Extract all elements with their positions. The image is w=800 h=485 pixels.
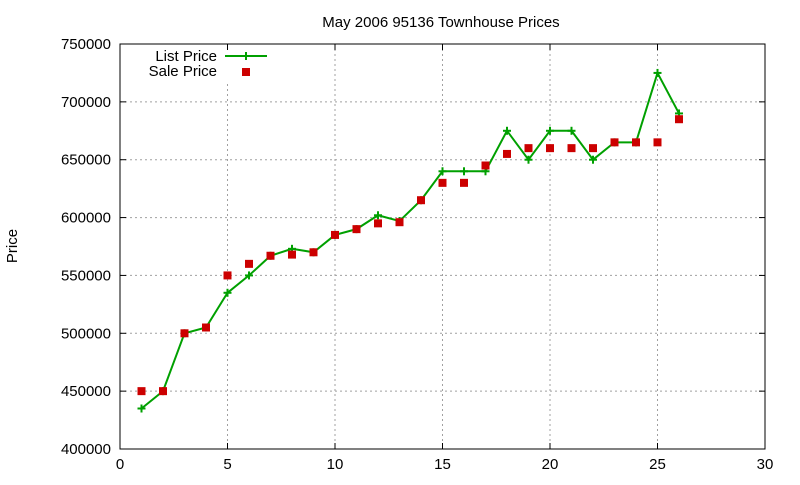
legend-label-sale-price: Sale Price bbox=[149, 63, 217, 80]
x-tick-label: 0 bbox=[116, 456, 124, 473]
sale-price-point bbox=[653, 138, 662, 147]
sale-price-point bbox=[610, 138, 619, 147]
sale-price-point bbox=[245, 259, 253, 268]
sale-price-point bbox=[675, 115, 683, 124]
sale-price-point bbox=[159, 387, 167, 396]
list-price-point bbox=[245, 271, 253, 280]
sale-price-point bbox=[309, 248, 318, 257]
y-tick-label: 500000 bbox=[61, 325, 111, 342]
legend-swatch-sale-price bbox=[242, 68, 250, 76]
legend-swatches bbox=[225, 52, 267, 76]
list-price-point bbox=[503, 126, 511, 135]
series-line-list-price bbox=[140, 70, 680, 410]
sale-price-point bbox=[567, 144, 576, 153]
sale-price-point bbox=[288, 250, 296, 259]
list-price-point bbox=[242, 52, 250, 60]
sale-price-point bbox=[546, 144, 554, 153]
sale-price-point bbox=[589, 144, 597, 153]
legend: List Price Sale Price bbox=[149, 48, 267, 80]
chart-title: May 2006 95136 Townhouse Prices bbox=[322, 14, 559, 31]
sale-price-point bbox=[481, 161, 490, 170]
list-price-point bbox=[460, 167, 468, 176]
list-price-point bbox=[374, 211, 382, 220]
y-tick-label: 550000 bbox=[61, 267, 111, 284]
sale-price-point bbox=[524, 144, 533, 153]
list-price-point bbox=[137, 404, 146, 413]
y-axis-label: Price bbox=[4, 229, 21, 263]
y-tick-label: 600000 bbox=[61, 210, 111, 227]
sale-price-point bbox=[460, 178, 468, 187]
y-tick-label: 700000 bbox=[61, 94, 111, 111]
list-price-point bbox=[567, 126, 576, 135]
sale-price-point bbox=[180, 329, 189, 338]
list-price-point bbox=[653, 68, 662, 77]
x-tick-label: 30 bbox=[757, 456, 774, 473]
grid-lines bbox=[120, 44, 765, 449]
y-tick-label: 750000 bbox=[61, 36, 111, 53]
axis-ticks: 0 5 10 15 20 25 30 400000 450000 500000 550000 6000… bbox=[61, 36, 773, 473]
sale-price-point bbox=[266, 251, 275, 260]
legend-label-list-price: List Price bbox=[155, 48, 217, 65]
sale-price-point bbox=[395, 218, 404, 227]
y-tick-label: 650000 bbox=[61, 152, 111, 169]
x-tick-label: 25 bbox=[649, 456, 666, 473]
series-layer bbox=[137, 68, 683, 413]
sale-price-point bbox=[137, 387, 146, 396]
x-tick-label: 20 bbox=[542, 456, 559, 473]
x-tick-label: 5 bbox=[223, 456, 231, 473]
sale-price-point bbox=[438, 178, 447, 187]
sale-price-point bbox=[331, 230, 339, 239]
sale-price-point bbox=[202, 323, 210, 332]
list-price-point bbox=[223, 288, 232, 297]
sale-price-point bbox=[374, 219, 382, 228]
y-tick-label: 450000 bbox=[61, 383, 111, 400]
list-price-point bbox=[589, 155, 597, 164]
list-price-point bbox=[524, 155, 533, 164]
sale-price-point bbox=[352, 225, 361, 234]
y-tick-label: 400000 bbox=[61, 441, 111, 458]
sale-price-point bbox=[417, 196, 425, 205]
list-price-point bbox=[438, 167, 447, 176]
sale-price-point bbox=[223, 271, 232, 280]
sale-price-point bbox=[503, 149, 511, 158]
sale-price-point bbox=[632, 138, 640, 147]
x-tick-label: 10 bbox=[327, 456, 344, 473]
x-tick-label: 15 bbox=[434, 456, 451, 473]
list-price-point bbox=[546, 126, 554, 135]
